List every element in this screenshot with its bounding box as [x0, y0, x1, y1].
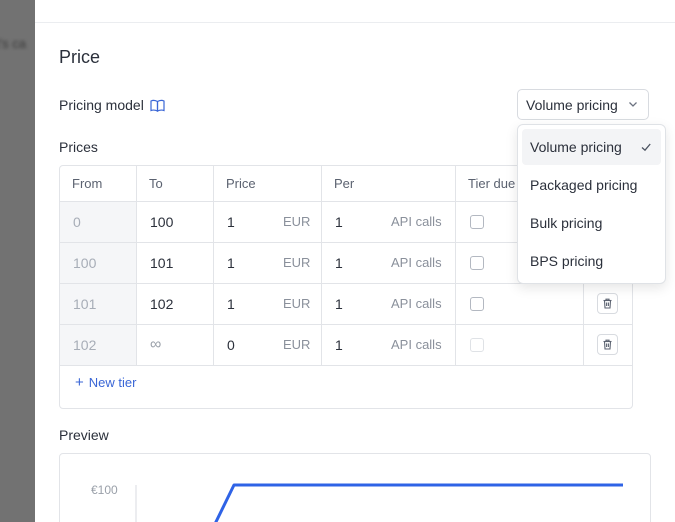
drawer-header-divider: [35, 22, 675, 23]
option-label: Packaged pricing: [530, 177, 638, 193]
tier-currency: EUR: [283, 296, 311, 311]
option-packaged-pricing[interactable]: Packaged pricing: [522, 167, 661, 203]
column-header-from: From: [60, 166, 136, 202]
price-series-line: [214, 483, 623, 522]
drawer-title: Price: [59, 47, 101, 67]
price-tiers-table: From To Price Per Tier due 0 100 1 EUR 1…: [59, 165, 633, 409]
tier-price-input[interactable]: 1: [227, 255, 235, 271]
preview-chart: €100: [59, 453, 651, 522]
column-divider: [321, 166, 322, 365]
tier-row: 101 102 1 EUR 1 API calls: [60, 284, 632, 325]
tier-to-input[interactable]: 101: [150, 255, 174, 271]
tier-row: 100 101 1 EUR 1 API calls: [60, 243, 632, 284]
column-header-price: Price: [214, 166, 321, 202]
tier-currency: EUR: [283, 214, 311, 229]
book-icon[interactable]: [150, 99, 165, 112]
option-bulk-pricing[interactable]: Bulk pricing: [522, 205, 661, 241]
option-label: BPS pricing: [530, 253, 604, 269]
option-volume-pricing[interactable]: Volume pricing: [522, 129, 661, 165]
tier-per-input[interactable]: 1: [335, 296, 343, 312]
tier-price-input[interactable]: 1: [227, 296, 235, 312]
tier-from: 102: [60, 325, 136, 365]
check-icon: [640, 129, 652, 165]
tier-per-input[interactable]: 1: [335, 214, 343, 230]
tier-from: 0: [60, 202, 136, 242]
chevron-down-icon: [627, 98, 639, 110]
tier-price-input[interactable]: 1: [227, 214, 235, 230]
tier-currency: EUR: [283, 337, 311, 352]
tier-per-input[interactable]: 1: [335, 337, 343, 353]
option-label: Volume pricing: [530, 139, 622, 155]
price-drawer: Price Pricing model Volume pricing Price…: [35, 0, 675, 522]
pricing-model-value: Volume pricing: [526, 96, 618, 113]
delete-tier-button[interactable]: [597, 334, 618, 355]
tier-due-checkbox[interactable]: [470, 297, 484, 311]
plus-icon: +: [75, 374, 84, 391]
tier-price-input[interactable]: 0: [227, 337, 235, 353]
new-tier-button[interactable]: + New tier: [75, 375, 136, 390]
tier-due-checkbox: [470, 338, 484, 352]
tier-currency: EUR: [283, 255, 311, 270]
tier-to-input[interactable]: 100: [150, 214, 174, 230]
preview-chart-svg: €100: [91, 483, 623, 522]
tier-due-checkbox[interactable]: [470, 215, 484, 229]
pricing-model-label: Pricing model: [59, 97, 144, 113]
tier-unit: API calls: [391, 337, 442, 352]
y-axis-tick-label: €100: [91, 483, 118, 497]
tier-to-input[interactable]: 102: [150, 296, 174, 312]
option-bps-pricing[interactable]: BPS pricing: [522, 243, 661, 279]
tier-unit: API calls: [391, 255, 442, 270]
background-text: t's ca: [0, 36, 26, 51]
column-divider: [455, 166, 456, 365]
tier-unit: API calls: [391, 214, 442, 229]
prices-label: Prices: [59, 139, 98, 155]
tier-row: 0 100 1 EUR 1 API calls: [60, 202, 632, 243]
new-tier-label: New tier: [88, 375, 137, 390]
column-header-per: Per: [322, 166, 455, 202]
pricing-model-select[interactable]: Volume pricing: [517, 89, 649, 120]
pricing-model-dropdown-menu: Volume pricing Packaged pricing Bulk pri…: [517, 124, 666, 284]
tier-from: 100: [60, 243, 136, 283]
trash-icon: [603, 339, 612, 350]
tier-row: 102 ∞ 0 EUR 1 API calls: [60, 325, 632, 366]
option-label: Bulk pricing: [530, 215, 603, 231]
column-header-to: To: [137, 166, 213, 202]
column-divider: [213, 166, 214, 365]
pricing-model-row: Pricing model: [59, 97, 165, 113]
tier-due-checkbox[interactable]: [470, 256, 484, 270]
tier-per-input[interactable]: 1: [335, 255, 343, 271]
tier-unit: API calls: [391, 296, 442, 311]
tier-from: 101: [60, 284, 136, 324]
column-divider: [136, 166, 137, 365]
tier-to-infinity: ∞: [150, 336, 162, 353]
preview-label: Preview: [59, 427, 109, 443]
delete-tier-button[interactable]: [597, 293, 618, 314]
trash-icon: [603, 298, 612, 309]
page-backdrop: t's ca: [0, 0, 35, 522]
